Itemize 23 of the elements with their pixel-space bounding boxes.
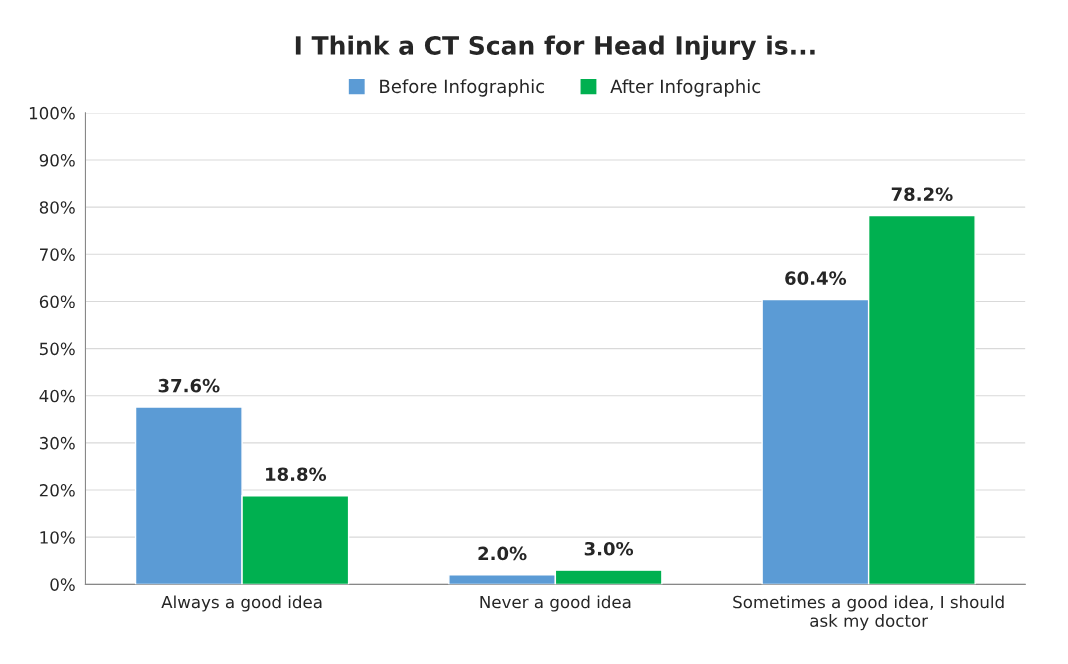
legend-label: After Infographic — [610, 79, 761, 97]
y-tick-label: 60% — [39, 295, 75, 309]
x-tick-label: Sometimes a good idea, I should ask my doctor — [733, 595, 1004, 631]
y-tick-label: 10% — [40, 531, 75, 544]
data-label: 18.8% — [266, 467, 327, 482]
data-label: 3.0% — [584, 541, 634, 556]
data-label: 37.6% — [158, 378, 220, 393]
legend-label: Before Infographic — [380, 79, 545, 97]
x-tick-label: Always a good idea — [161, 595, 322, 612]
y-tick-label: 100% — [29, 106, 75, 120]
y-tick-label: 50% — [39, 342, 75, 356]
data-label: 60.4% — [785, 271, 847, 285]
x-tick-label: Never a good idea — [480, 595, 631, 612]
y-tick-label: 40% — [39, 389, 75, 403]
y-tick-label: 30% — [39, 436, 75, 450]
y-tick-label: 80% — [39, 201, 75, 214]
chart-title: I Think a CT Scan for Head Injury is... — [295, 35, 815, 60]
y-tick-label: 90% — [39, 153, 75, 167]
y-tick-label: 0% — [50, 578, 75, 591]
data-label: 78.2% — [891, 187, 953, 202]
y-tick-label: 20% — [39, 483, 75, 497]
y-tick-label: 70% — [40, 248, 75, 261]
data-label: 2.0% — [478, 546, 527, 561]
